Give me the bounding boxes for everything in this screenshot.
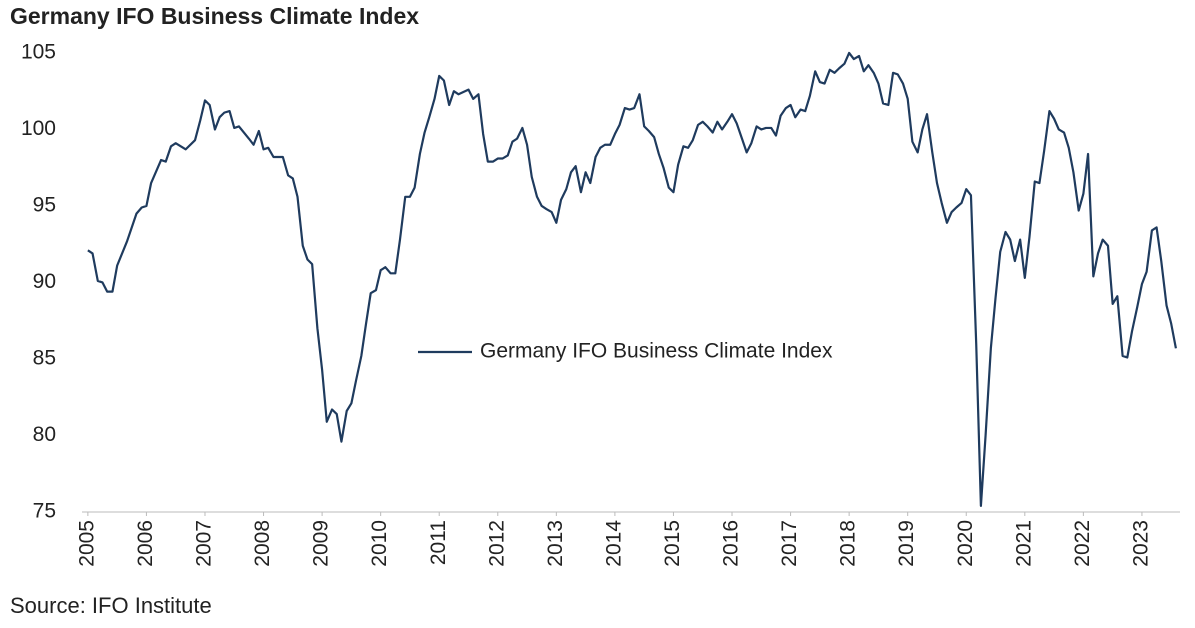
y-tick-label: 95 [33, 194, 56, 217]
x-tick-label: 2014 [602, 520, 625, 567]
y-tick-label: 75 [33, 500, 56, 523]
x-tick-label: 2008 [251, 520, 274, 567]
x-tick-label: 2015 [661, 520, 684, 567]
x-tick-label: 2020 [954, 520, 977, 567]
x-tick-label: 2005 [75, 520, 98, 567]
legend-label: Germany IFO Business Climate Index [480, 340, 833, 363]
x-tick-label: 2012 [485, 520, 508, 567]
x-tick-label: 2017 [778, 520, 801, 567]
y-tick-label: 90 [33, 270, 56, 293]
data-line [87, 51, 1177, 507]
chart-title: Germany IFO Business Climate Index [10, 3, 419, 29]
source-note: Source: IFO Institute [10, 593, 212, 618]
x-tick-label: 2021 [1012, 520, 1035, 567]
x-tick-label: 2019 [895, 520, 918, 567]
y-tick-label: 100 [21, 117, 56, 140]
x-tick-label: 2010 [368, 520, 391, 567]
x-tick-label: 2006 [134, 520, 157, 567]
x-tick-label: 2013 [544, 520, 567, 567]
x-tick-label: 2023 [1129, 520, 1152, 567]
x-tick-label: 2007 [193, 520, 216, 567]
x-tick-label: 2016 [720, 520, 743, 567]
x-tick-label: 2022 [1071, 520, 1094, 567]
y-tick-label: 105 [21, 40, 56, 63]
x-tick-label: 2011 [427, 520, 450, 565]
y-tick-label: 80 [33, 423, 56, 446]
x-tick-label: 2009 [310, 520, 333, 567]
x-tick-label: 2018 [837, 520, 860, 567]
y-tick-label: 85 [33, 347, 56, 370]
